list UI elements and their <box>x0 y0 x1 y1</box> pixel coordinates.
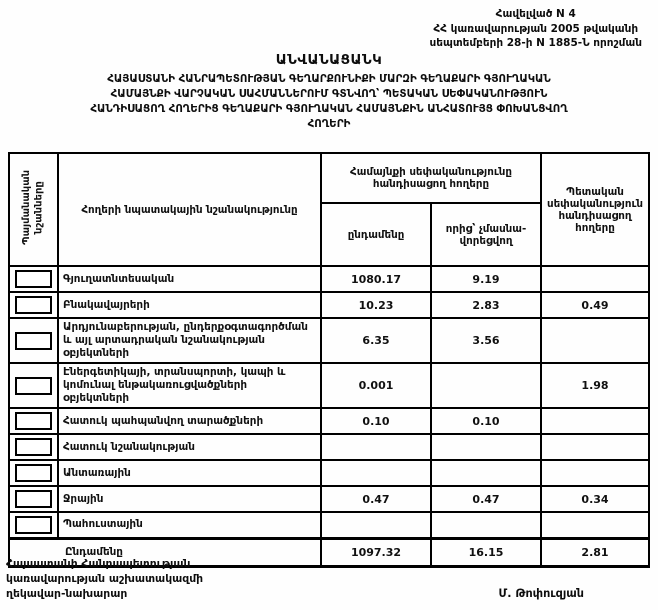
symbol-cell <box>8 291 59 319</box>
table-row: Ջրային 0.47 0.47 0.34 <box>8 485 650 513</box>
cell-non-privatized: 9.19 <box>430 265 542 293</box>
table-row: Հատուկ պահպանվող տարածքների 0.10 0.10 <box>8 407 650 435</box>
row-label: Հատուկ նշանակության <box>57 433 322 461</box>
cell-total: 10.23 <box>320 291 432 319</box>
col-header-symbols-label: Պայմանական նշանները <box>21 170 45 246</box>
cell-total <box>320 459 432 487</box>
total-row: Ընդամենը 1097.32 16.15 2.81 <box>8 536 650 568</box>
table-row: Արդյունաբերության, ընդերքօգտագործման և ա… <box>8 317 650 364</box>
symbol-cell <box>8 459 59 487</box>
row-label: Ջրային <box>57 485 322 513</box>
cell-state: 0.49 <box>540 291 650 319</box>
cell-total: 0.001 <box>320 362 432 409</box>
cell-total <box>320 511 432 539</box>
footer-line-1: Հայաստանի Հանրապետության <box>6 557 191 570</box>
cell-non-privatized: 0.10 <box>430 407 542 435</box>
legend-checkbox <box>15 376 52 395</box>
row-label: Պահուստային <box>57 511 322 539</box>
subtitle-line-4: ՀՈՂԵՐԻ <box>307 117 351 130</box>
symbol-cell <box>8 407 59 435</box>
table-row: Պահուստային <box>8 511 650 539</box>
col-header-symbols: Պայմանական նշանները <box>8 152 59 267</box>
row-label: Անտառային <box>57 459 322 487</box>
row-label: Բնակավայրերի <box>57 291 322 319</box>
cell-total: 6.35 <box>320 317 432 364</box>
symbol-cell <box>8 433 59 461</box>
cell-total: 0.10 <box>320 407 432 435</box>
cell-non-privatized: 3.56 <box>430 317 542 364</box>
col-header-total: ընդամենը <box>320 202 432 267</box>
table-row: Գյուղատնտեսական 1080.17 9.19 <box>8 265 650 293</box>
appendix-line-3: սեպտեմբերի 28-ի N 1885-Ն որոշման <box>429 37 642 50</box>
cell-non-privatized: 2.83 <box>430 291 542 319</box>
legend-checkbox <box>15 270 52 288</box>
cell-state <box>540 317 650 364</box>
cell-state <box>540 511 650 539</box>
footer-line-2: կառավարության աշխատակազմի <box>6 572 204 586</box>
legend-checkbox <box>15 331 52 350</box>
appendix-block: Հավելված N 4 ՀՀ կառավարության 2005 թվակա… <box>429 7 642 51</box>
symbol-cell <box>8 485 59 513</box>
appendix-line-2: ՀՀ կառավարության 2005 թվականի <box>433 22 639 35</box>
document-subtitle: ՀԱՅԱՍՏԱՆԻ ՀԱՆՐԱՊԵՏՈՒԹՅԱՆ ԳԵՂԱՐՔՈՒՆԻՔԻ ՄԱ… <box>0 72 658 132</box>
cell-non-privatized <box>430 433 542 461</box>
col-group-community: Համայնքի սեփականությունը հանդիսացող հողե… <box>320 151 542 205</box>
appendix-line-1: Հավելված N 4 <box>495 8 576 20</box>
row-label: Արդյունաբերության, ընդերքօգտագործման և ա… <box>57 317 322 364</box>
total-cell-state: 2.81 <box>540 536 650 568</box>
table-row: Անտառային <box>8 459 650 487</box>
row-label: Հատուկ պահպանվող տարածքների <box>57 407 322 435</box>
col-header-state: Պետական սեփականություն հանդիսացող հողերը <box>540 152 650 267</box>
legend-checkbox <box>15 515 52 534</box>
cell-state <box>540 459 650 487</box>
cell-non-privatized <box>430 511 542 539</box>
col-header-purpose: Հողերի նպատակային նշանակությունը <box>57 152 322 267</box>
cell-state: 1.98 <box>540 362 650 409</box>
legend-checkbox <box>15 464 52 482</box>
legend-checkbox <box>15 438 52 456</box>
table-row: Հատուկ նշանակության <box>8 433 650 461</box>
total-row-label: Ընդամենը <box>8 536 322 568</box>
total-cell-non-privatized: 16.15 <box>430 536 542 568</box>
cell-state <box>540 265 650 293</box>
legend-checkbox <box>15 412 52 430</box>
symbol-cell <box>8 362 59 409</box>
row-label: Գյուղատնտեսական <box>57 265 322 293</box>
cell-state: 0.34 <box>540 485 650 513</box>
page-title: ԱՆՎԱՆԱՑԱՆԿ <box>275 52 383 68</box>
symbol-cell <box>8 511 59 539</box>
subtitle-line-3: ՀԱՆԴԻՍԱՑՈՂ ՀՈՂԵՐԻՑ ԳԵՂԱՔԱՐԻ ԳՅՈՒՂԱԿԱՆ ՀԱ… <box>90 102 568 115</box>
subtitle-line-1: ՀԱՅԱՍՏԱՆԻ ՀԱՆՐԱՊԵՏՈՒԹՅԱՆ ԳԵՂԱՐՔՈՒՆԻՔԻ ՄԱ… <box>107 73 551 85</box>
legend-checkbox <box>15 490 52 508</box>
cell-total: 0.47 <box>320 485 432 513</box>
cell-total <box>320 433 432 461</box>
cell-state <box>540 433 650 461</box>
cell-non-privatized <box>430 459 542 487</box>
cell-state <box>540 407 650 435</box>
subtitle-line-2: ՀԱՄԱՅՆՔԻ ՎԱՐՉԱԿԱՆ ՍԱՀՄԱՆՆԵՐՈՒՄ ԳՏՆՎՈՂ՝ Պ… <box>110 87 548 100</box>
col-header-non-privatized: որից՝ չմասնա­վորեցվող <box>430 202 542 267</box>
signature-name: Մ. Թոփուզյան <box>498 587 584 601</box>
symbol-cell <box>8 317 59 364</box>
table-row: Էներգետիկայի, տրանսպորտի, կապի և կոմունա… <box>8 362 650 409</box>
footer-block: Հայաստանի Հանրապետության կառավարության ա… <box>6 556 642 601</box>
symbol-cell <box>8 265 59 293</box>
signatory-title-block: Հայաստանի Հանրապետության կառավարության ա… <box>6 556 203 601</box>
legend-checkbox <box>15 296 52 314</box>
cell-non-privatized <box>430 362 542 409</box>
cell-total: 1080.17 <box>320 265 432 293</box>
cell-non-privatized: 0.47 <box>430 485 542 513</box>
land-table: Պայմանական նշանները Հողերի նպատակային նշ… <box>8 151 650 568</box>
total-cell-total: 1097.32 <box>320 536 432 568</box>
row-label: Էներգետիկայի, տրանսպորտի, կապի և կոմունա… <box>57 362 322 409</box>
table-row: Բնակավայրերի 10.23 2.83 0.49 <box>8 291 650 319</box>
footer-line-3: ղեկավար-նախարար <box>6 587 128 601</box>
